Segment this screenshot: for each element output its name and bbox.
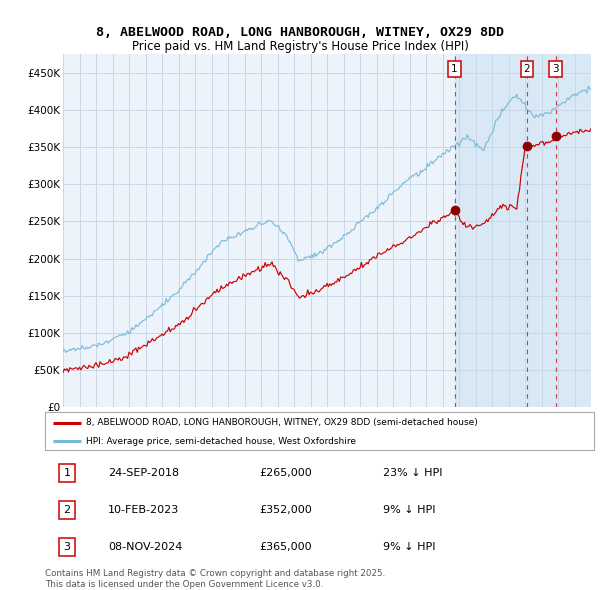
Text: 9% ↓ HPI: 9% ↓ HPI: [383, 542, 435, 552]
Text: 8, ABELWOOD ROAD, LONG HANBOROUGH, WITNEY, OX29 8DD (semi-detached house): 8, ABELWOOD ROAD, LONG HANBOROUGH, WITNE…: [86, 418, 478, 427]
Text: 2: 2: [524, 64, 530, 74]
Text: 3: 3: [64, 542, 70, 552]
Text: 23% ↓ HPI: 23% ↓ HPI: [383, 468, 442, 478]
Bar: [455, 54, 599, 407]
Text: 9% ↓ HPI: 9% ↓ HPI: [383, 505, 435, 515]
Text: 3: 3: [553, 64, 559, 74]
Text: HPI: Average price, semi-detached house, West Oxfordshire: HPI: Average price, semi-detached house,…: [86, 437, 356, 446]
Text: 24-SEP-2018: 24-SEP-2018: [108, 468, 179, 478]
Text: Price paid vs. HM Land Registry's House Price Index (HPI): Price paid vs. HM Land Registry's House …: [131, 40, 469, 53]
Text: 2: 2: [64, 505, 71, 515]
Text: 08-NOV-2024: 08-NOV-2024: [108, 542, 182, 552]
Text: 1: 1: [64, 468, 70, 478]
Text: 10-FEB-2023: 10-FEB-2023: [108, 505, 179, 515]
Text: £265,000: £265,000: [259, 468, 312, 478]
Text: Contains HM Land Registry data © Crown copyright and database right 2025.
This d: Contains HM Land Registry data © Crown c…: [45, 569, 385, 589]
Text: 8, ABELWOOD ROAD, LONG HANBOROUGH, WITNEY, OX29 8DD: 8, ABELWOOD ROAD, LONG HANBOROUGH, WITNE…: [96, 26, 504, 40]
Text: £352,000: £352,000: [259, 505, 312, 515]
Text: £365,000: £365,000: [259, 542, 312, 552]
Text: 1: 1: [451, 64, 458, 74]
